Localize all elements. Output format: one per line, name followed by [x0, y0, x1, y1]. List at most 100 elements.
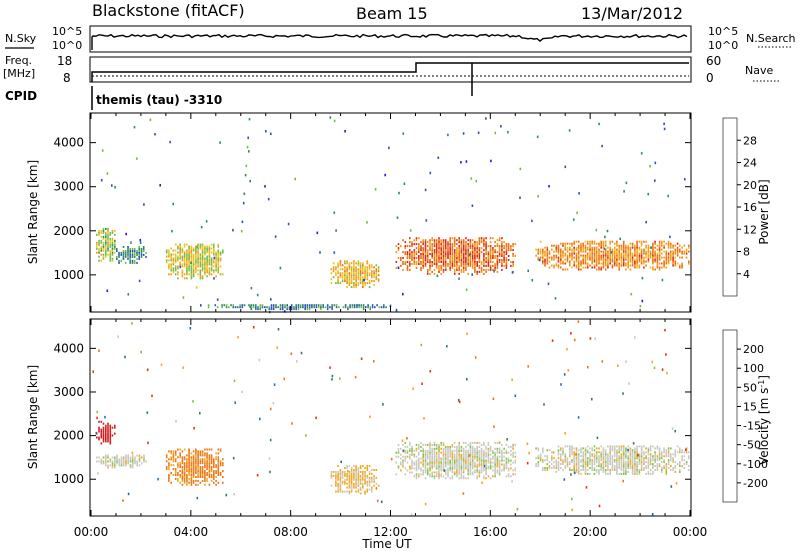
echo-cell: [146, 411, 149, 414]
echo-cell: [629, 451, 632, 454]
echo-cell: [489, 259, 492, 261]
echo-cell: [613, 252, 616, 255]
echo-cell: [586, 451, 589, 454]
echo-cell: [444, 447, 447, 450]
echo-cell: [620, 256, 623, 259]
echo-cell: [120, 251, 123, 254]
echo-cell: [359, 272, 362, 275]
echo-cell: [219, 460, 222, 463]
echo-cell: [170, 458, 172, 461]
echo-cell: [458, 253, 460, 255]
echo-cell: [444, 239, 447, 242]
echo-cell: [462, 243, 465, 246]
echo-cell: [272, 308, 275, 311]
echo-cell: [364, 278, 366, 281]
echo-cell: [453, 445, 456, 448]
echo-cell: [183, 273, 186, 276]
nave-label: Nave: [745, 64, 773, 77]
echo-cell: [551, 256, 553, 259]
echo-cell: [598, 268, 600, 271]
echo-cell: [100, 259, 103, 262]
echo-cell: [681, 451, 683, 454]
echo-cell: [190, 470, 193, 473]
echo-cell: [355, 282, 357, 285]
echo-cell: [424, 251, 427, 254]
echo-cell: [190, 267, 193, 270]
echo-cell: [369, 415, 371, 419]
echo-cell: [663, 256, 665, 259]
echo-cell: [478, 455, 481, 458]
echo-cell: [593, 461, 596, 464]
echo-cell: [339, 470, 342, 473]
echo-cell: [492, 251, 494, 254]
echo-cell: [105, 436, 107, 439]
echo-cell: [170, 247, 172, 250]
echo-cell: [595, 447, 598, 450]
echo-cell: [494, 451, 496, 454]
echo-cell: [330, 268, 333, 271]
echo-cell: [620, 459, 623, 462]
echo-cell: [661, 242, 663, 245]
echo-cell: [350, 470, 353, 473]
echo-cell: [618, 465, 620, 468]
echo-cell: [272, 401, 275, 405]
echo-cell: [593, 449, 596, 452]
echo-cell: [397, 249, 400, 252]
echo-cell: [337, 484, 339, 487]
echo-cell: [125, 464, 127, 467]
echo-cell: [566, 256, 569, 259]
echo-cell: [195, 245, 197, 248]
echo-cell: [627, 252, 629, 255]
echo-cell: [667, 240, 670, 243]
echo-cell: [544, 467, 546, 469]
echo-cell: [357, 278, 360, 281]
echo-cell: [510, 453, 512, 456]
echo-cell: [487, 475, 490, 478]
echo-cell: [593, 260, 596, 263]
echo-cell: [174, 458, 177, 461]
echo-cell: [462, 251, 465, 254]
echo-cell: [366, 474, 369, 477]
echo-cell: [357, 272, 360, 275]
echo-cell: [442, 469, 445, 472]
echo-cell: [179, 481, 181, 484]
echo-cell: [177, 464, 179, 467]
echo-cell: [602, 447, 605, 450]
echo-cell: [105, 428, 107, 431]
echo-cell: [422, 469, 424, 472]
echo-cell: [172, 261, 175, 264]
echo-cell: [107, 454, 109, 457]
echo-cell: [246, 145, 249, 149]
echo-cell: [304, 304, 306, 307]
echo-cell: [451, 455, 454, 458]
echo-cell: [398, 191, 400, 195]
echo-cell: [208, 454, 211, 457]
echo-cell: [613, 469, 616, 471]
echo-cell: [557, 467, 560, 469]
echo-cell: [197, 247, 199, 250]
echo-cell: [604, 451, 607, 454]
echo-cell: [649, 459, 652, 462]
echo-cell: [593, 457, 596, 460]
echo-cell: [496, 245, 499, 248]
echo-cell: [440, 461, 442, 464]
echo-cell: [322, 306, 324, 309]
echo-cell: [607, 461, 609, 464]
echo-cell: [181, 462, 184, 465]
echo-cell: [634, 457, 636, 460]
echo-cell: [413, 239, 416, 242]
echo-cell: [105, 464, 107, 467]
echo-cell: [179, 257, 181, 260]
echo-cell: [192, 247, 195, 250]
echo-cell: [640, 455, 643, 458]
echo-cell: [213, 253, 215, 256]
echo-cell: [564, 453, 567, 456]
echo-cell: [548, 252, 551, 255]
echo-cell: [602, 252, 605, 255]
echo-cell: [634, 260, 636, 263]
echo-cell: [357, 284, 360, 287]
echo-cell: [489, 445, 492, 448]
echo-cell: [638, 457, 641, 460]
echo-cell: [474, 243, 476, 246]
echo-cell: [364, 467, 366, 469]
